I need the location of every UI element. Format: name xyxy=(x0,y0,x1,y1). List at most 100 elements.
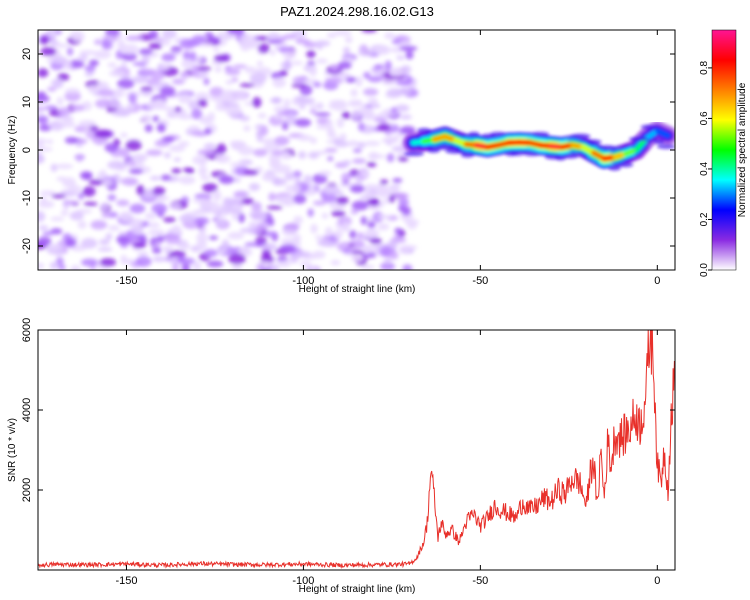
noise-cell xyxy=(83,124,91,134)
noise-cell xyxy=(156,123,166,133)
noise-cell xyxy=(303,41,318,49)
signal-side-cell xyxy=(640,124,659,130)
noise-cell xyxy=(172,262,180,270)
noise-cell xyxy=(303,174,313,184)
noise-cell xyxy=(57,264,66,270)
noise-cell xyxy=(292,170,302,178)
signal-side-cell xyxy=(510,150,525,156)
noise-cell xyxy=(376,214,392,219)
noise-cell xyxy=(229,162,246,168)
noise-cell xyxy=(293,215,303,225)
noise-cell xyxy=(395,80,412,86)
signal-side-cell xyxy=(404,151,425,157)
noise-cell xyxy=(192,155,209,165)
noise-cell xyxy=(277,47,295,52)
noise-cell xyxy=(256,60,263,67)
noise-cell xyxy=(144,124,153,133)
noise-cell xyxy=(272,177,287,186)
noise-cell xyxy=(159,86,176,97)
noise-cell xyxy=(373,64,384,70)
noise-cell xyxy=(283,33,297,40)
noise-cell xyxy=(220,89,237,101)
noise-cell xyxy=(63,200,79,205)
noise-cell xyxy=(400,114,412,120)
noise-cell xyxy=(248,221,260,229)
noise-cell xyxy=(231,77,239,82)
noise-cell xyxy=(288,112,296,119)
noise-cell xyxy=(153,84,161,92)
noise-cell xyxy=(126,103,135,110)
noise-cell xyxy=(64,91,81,102)
noise-cell xyxy=(293,193,307,204)
noise-cell xyxy=(382,199,391,204)
noise-cell xyxy=(391,145,408,152)
noise-cell xyxy=(249,72,268,84)
noise-cell xyxy=(129,217,144,228)
noise-cell xyxy=(238,213,246,224)
noise-cell xyxy=(39,190,56,196)
noise-cell xyxy=(198,165,208,177)
noise-cell xyxy=(398,244,412,255)
noise-cell xyxy=(212,190,222,202)
noise-cell xyxy=(231,262,243,270)
noise-cell xyxy=(129,161,136,167)
noise-cell xyxy=(80,258,99,267)
signal-side-cell xyxy=(489,131,507,137)
noise-cell xyxy=(148,30,159,40)
noise-cell xyxy=(368,204,381,210)
noise-cell xyxy=(172,78,185,85)
noise-cell xyxy=(204,127,212,135)
colorbar-tick-label: 0.6 xyxy=(699,111,710,125)
noise-cell xyxy=(252,96,262,108)
y-tick-label: 20 xyxy=(21,48,33,60)
noise-cell xyxy=(201,202,214,208)
noise-cell xyxy=(121,177,139,186)
noise-cell xyxy=(341,111,351,120)
noise-cell xyxy=(360,264,375,270)
noise-cell xyxy=(132,61,146,66)
noise-cell xyxy=(294,118,312,127)
noise-cell xyxy=(239,83,255,88)
noise-cell xyxy=(88,179,105,186)
noise-cell xyxy=(398,198,409,207)
noise-cell xyxy=(232,64,248,69)
noise-cell xyxy=(216,143,227,155)
noise-cell xyxy=(168,144,186,153)
noise-cell xyxy=(38,262,45,269)
noise-cell xyxy=(309,266,317,270)
noise-cell xyxy=(217,218,226,227)
noise-cell xyxy=(77,192,85,200)
noise-cell xyxy=(38,138,48,144)
noise-cell xyxy=(283,98,291,109)
noise-cell xyxy=(243,169,259,176)
noise-cell xyxy=(257,112,267,119)
noise-cell xyxy=(79,171,93,180)
noise-cell xyxy=(337,61,352,70)
snr-x-axis: -150 -100 -50 0 xyxy=(115,330,660,587)
noise-cell xyxy=(240,34,256,46)
noise-cell xyxy=(345,76,357,83)
noise-cell xyxy=(79,49,97,56)
noise-cell xyxy=(40,46,57,57)
noise-cell xyxy=(202,182,218,193)
colorbar: 0.0 0.2 0.4 0.6 0.8 Normalized spectral ampl… xyxy=(699,29,748,277)
noise-cell xyxy=(155,197,164,203)
noise-cell xyxy=(181,59,194,69)
noise-cell xyxy=(38,236,52,247)
noise-cell xyxy=(350,89,358,97)
noise-cell xyxy=(255,213,267,221)
noise-cell xyxy=(98,88,115,97)
noise-cell xyxy=(154,37,164,42)
noise-cell xyxy=(152,256,166,263)
noise-cell xyxy=(50,163,58,172)
y-tick-label: 0 xyxy=(21,147,33,153)
noise-cell xyxy=(351,255,364,262)
noise-cell xyxy=(107,160,126,170)
noise-cell xyxy=(38,225,49,231)
noise-cell xyxy=(97,247,113,252)
noise-cell xyxy=(49,40,60,45)
noise-cell xyxy=(192,198,209,204)
noise-cell xyxy=(241,197,254,205)
noise-cell xyxy=(218,175,235,185)
